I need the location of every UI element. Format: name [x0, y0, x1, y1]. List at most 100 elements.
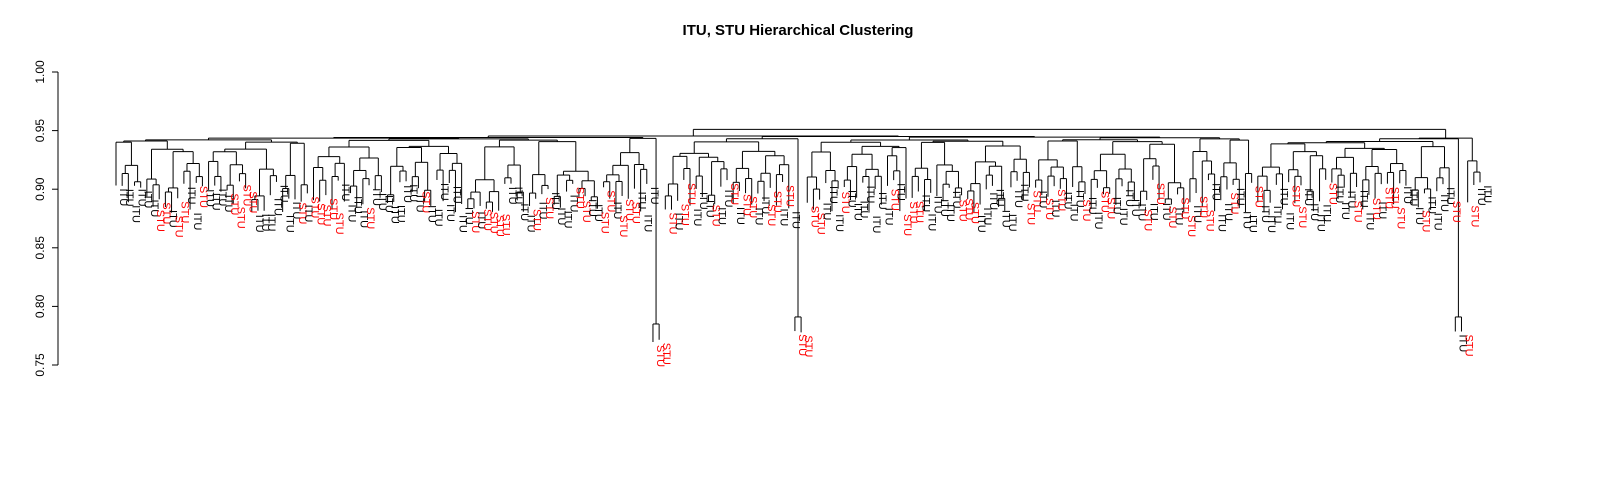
- leaf-label: ITU: [1345, 191, 1357, 209]
- leaf-label: STU: [1043, 198, 1055, 220]
- leaf-label: ITU: [882, 208, 894, 226]
- leaf-label: ITU: [1067, 204, 1079, 222]
- leaf-label: STU: [481, 209, 493, 231]
- leaf-label: ITU: [1123, 189, 1135, 207]
- leaf-label: STU: [308, 196, 320, 218]
- leaf-label: ITU: [518, 203, 530, 221]
- leaf-label: ITU: [1376, 202, 1388, 220]
- leaf-label: STU: [1055, 189, 1067, 211]
- leaf-label: STU: [543, 197, 555, 219]
- leaf-label: ITU: [1086, 197, 1098, 215]
- leaf-label: ITU: [1092, 212, 1104, 230]
- leaf-label: ITU: [1000, 210, 1012, 228]
- leaf-label: ITU: [592, 204, 604, 222]
- leaf-label: STU: [333, 213, 345, 235]
- leaf-label: ITU: [271, 198, 283, 216]
- leaf-label: STU: [228, 193, 240, 215]
- leaf-label: STU: [784, 185, 796, 207]
- leaf-label: ITU: [895, 183, 907, 201]
- leaf-label: STU: [765, 204, 777, 226]
- leaf-label: ITU: [352, 196, 364, 214]
- leaf-label: ITU: [1240, 211, 1252, 229]
- leaf-label: STU: [500, 214, 512, 236]
- leaf-label: ITU: [456, 215, 468, 233]
- leaf-label: ITU: [1265, 215, 1277, 233]
- leaf-label: STU: [1166, 206, 1178, 228]
- leaf-label: ITU: [993, 189, 1005, 207]
- leaf-label: ITU: [203, 189, 215, 207]
- leaf-label: ITU: [876, 192, 888, 210]
- leaf-label: ITU: [148, 199, 160, 217]
- leaf-label: STU: [963, 198, 975, 220]
- leaf-label: ITU: [506, 187, 518, 205]
- leaf-label: ITU: [555, 208, 567, 226]
- leaf-label: ITU: [1216, 214, 1228, 232]
- leaf-label: ITU: [395, 205, 407, 223]
- leaf-label: ITU: [1148, 203, 1160, 221]
- leaf-label: ITU: [302, 205, 314, 223]
- leaf-label: STU: [234, 207, 246, 229]
- leaf-label: STU: [154, 210, 166, 232]
- leaf-label: ITU: [438, 183, 450, 201]
- leaf-label: ITU: [549, 192, 561, 210]
- leaf-label: ITU: [1172, 208, 1184, 226]
- leaf-label: ITU: [1135, 204, 1147, 222]
- leaf-label: STU: [802, 335, 814, 357]
- leaf-label: ITU: [697, 192, 709, 210]
- leaf-label: ITU: [1049, 200, 1061, 218]
- leaf-label: ITU: [1061, 192, 1073, 210]
- leaf-label: ITU: [475, 211, 487, 229]
- leaf-label: STU: [1185, 215, 1197, 237]
- leaf-label: ITU: [648, 187, 660, 205]
- leaf-label: STU: [487, 212, 499, 234]
- leaf-label: ITU: [851, 203, 863, 221]
- leaf-label: STU: [913, 201, 925, 223]
- leaf-label: ITU: [568, 195, 580, 213]
- chart-title: ITU, STU Hierarchical Clustering: [683, 22, 914, 39]
- leaf-label: ITU: [1456, 334, 1468, 352]
- leaf-label: ITU: [1401, 186, 1413, 204]
- leaf-label: ITU: [753, 208, 765, 226]
- leaf-label: ITU: [1425, 196, 1437, 214]
- leaf-label: STU: [315, 203, 327, 225]
- leaf-label: ITU: [1222, 203, 1234, 221]
- leaf-label: ITU: [117, 188, 129, 206]
- leaf-label: ITU: [1407, 189, 1419, 207]
- leaf-label: STU: [605, 190, 617, 212]
- leaf-label: ITU: [1191, 205, 1203, 223]
- leaf-label: ITU: [1209, 183, 1221, 201]
- leaf-label: STU: [493, 215, 505, 237]
- leaf-label: STU: [1080, 199, 1092, 221]
- leaf-label: ITU: [277, 185, 289, 203]
- leaf-label: ITU: [1160, 203, 1172, 221]
- leaf-label: STU: [598, 212, 610, 234]
- leaf-label: ITU: [833, 214, 845, 232]
- leaf-label: ITU: [870, 216, 882, 234]
- leaf-label: STU: [1197, 196, 1209, 218]
- leaf-label: STU: [580, 201, 592, 223]
- leaf-label: ITU: [672, 213, 684, 231]
- leaf-label: STU: [1253, 186, 1265, 208]
- leaf-label: ITU: [1413, 207, 1425, 225]
- leaf-label: STU: [907, 202, 919, 224]
- leaf-label: ITU: [1481, 185, 1493, 203]
- leaf-label: STU: [956, 200, 968, 222]
- leaf-label: STU: [740, 194, 752, 216]
- leaf-label: ITU: [370, 188, 382, 206]
- leaf-label: ITU: [1314, 214, 1326, 232]
- leaf-label: ITU: [1271, 206, 1283, 224]
- leaf-label: ITU: [734, 207, 746, 225]
- leaf-label: ITU: [136, 189, 148, 207]
- leaf-label: STU: [1290, 185, 1302, 207]
- leaf-label: STU: [660, 343, 672, 365]
- leaf-label: ITU: [759, 197, 771, 215]
- leaf-label: STU: [1179, 197, 1191, 219]
- leaf-label: ITU: [444, 204, 456, 222]
- leaf-label: STU: [728, 183, 740, 205]
- leaf-label: ITU: [716, 207, 728, 225]
- leaf-label: ITU: [1111, 197, 1123, 215]
- leaf-label: ITU: [932, 196, 944, 214]
- leaf-label: STU: [1024, 203, 1036, 225]
- leaf-label: ITU: [1321, 204, 1333, 222]
